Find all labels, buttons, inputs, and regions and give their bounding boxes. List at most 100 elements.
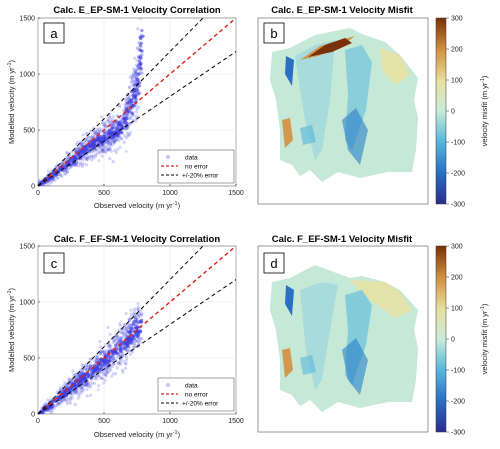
scatter-point (101, 148, 105, 152)
scatter-point (95, 354, 100, 358)
scatter-point (79, 368, 83, 372)
scatter-point (123, 134, 127, 138)
scatter-point (99, 146, 104, 150)
scatter-point (103, 150, 107, 154)
scatter-point (104, 145, 108, 149)
scatter-point (84, 163, 89, 167)
scatter-point (134, 345, 138, 349)
scatter-point (107, 146, 111, 151)
x-tick-label: 500 (98, 190, 110, 197)
scatter-point (73, 391, 77, 395)
scatter-point (103, 125, 107, 130)
scatter-point (50, 177, 54, 181)
y-tick-label: 0 (31, 412, 35, 419)
scatter-point (115, 366, 119, 370)
scatter-point (130, 81, 134, 85)
scatter-point (92, 131, 96, 134)
scatter-point (138, 44, 142, 48)
scatter-point (132, 334, 136, 338)
colorbar-tick-label: 200 (451, 275, 463, 282)
scatter-point (82, 372, 86, 376)
scatter-point (80, 165, 84, 169)
legend: data no error +/-20% error (157, 149, 235, 184)
colorbar-tick-label: -300 (451, 430, 465, 437)
scatter-point (129, 90, 134, 94)
scatter-point (110, 359, 114, 363)
scatter-point (88, 138, 92, 142)
legend-marker-data (166, 155, 170, 159)
scatter-point (117, 360, 121, 364)
scatter-point (127, 95, 131, 99)
scatter-point (102, 123, 106, 127)
scatter-point (79, 371, 83, 375)
scatter-point (110, 358, 115, 363)
scatter-point (115, 134, 119, 138)
scatter-point (80, 142, 84, 146)
scatter-point (104, 137, 108, 141)
scatter-point (82, 383, 87, 388)
scatter-points (38, 18, 145, 186)
scatter-point (140, 28, 144, 33)
scatter-point (138, 66, 142, 70)
scatter-point (140, 312, 144, 316)
scatter-point (87, 148, 91, 152)
scatter-point (137, 315, 141, 319)
scatter-point (85, 363, 89, 368)
scatter-point (116, 361, 120, 365)
scatter-point (62, 397, 66, 402)
scatter-point (103, 130, 107, 135)
scatter-point (127, 339, 131, 343)
scatter-point (114, 125, 118, 129)
scatter-point (116, 352, 121, 356)
scatter-point (107, 115, 111, 119)
scatter-point (98, 151, 102, 155)
panel-label-a: a (43, 22, 65, 44)
scatter-point (73, 163, 77, 167)
scatter-point (135, 75, 139, 79)
scatter-point (120, 137, 124, 141)
scatter-point (121, 114, 125, 119)
scatter-point (67, 157, 71, 161)
y-tick-labels: 0 500 1000 1500 (19, 244, 40, 419)
scatter-point (94, 375, 98, 379)
scatter-point (132, 312, 136, 316)
scatter-point (138, 18, 143, 20)
scatter-point (92, 140, 96, 144)
scatter-point (126, 110, 130, 114)
scatter-point (137, 336, 141, 340)
scatter-point (82, 141, 86, 145)
scatter-point (67, 377, 71, 381)
scatter-point (139, 337, 143, 341)
scatter-point (95, 151, 99, 155)
colorbar-tick-label: -100 (451, 140, 465, 147)
scatter-point (136, 305, 141, 309)
scatter-point (138, 329, 143, 333)
scatter-point (121, 331, 125, 335)
scatter-point (113, 148, 117, 152)
scatter-point (108, 344, 112, 348)
scatter-point (84, 146, 88, 150)
scatter-point (135, 319, 139, 323)
scatter-point (44, 401, 48, 405)
scatter-point (50, 409, 54, 413)
scatter-point (80, 141, 84, 145)
scatter-point (77, 164, 81, 168)
scatter-point (59, 398, 64, 402)
scatter-point (89, 136, 93, 140)
scatter-point (139, 37, 143, 41)
scatter-point (51, 399, 55, 403)
scatter-point (76, 396, 80, 400)
scatter-point (101, 143, 105, 147)
colorbar (435, 245, 447, 433)
scatter-point (57, 402, 61, 405)
scatter-point (104, 343, 108, 347)
scatter-point (124, 98, 128, 103)
scatter-point (86, 384, 90, 388)
scatter-point (94, 358, 98, 362)
scatter-point (53, 404, 58, 408)
scatter-point (136, 27, 140, 31)
scatter-point (132, 341, 137, 346)
scatter-point (79, 370, 84, 375)
scatter-point (108, 157, 112, 161)
scatter-point (137, 312, 141, 316)
